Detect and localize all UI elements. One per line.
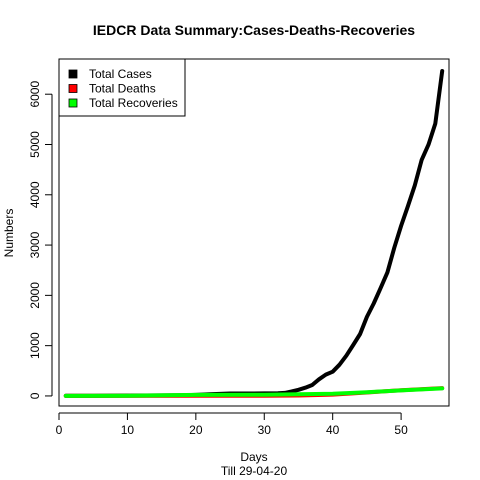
plot-frame — [58, 58, 450, 407]
x-tick-label: 20 — [189, 423, 203, 437]
x-tick-label: 30 — [258, 423, 272, 437]
x-axis-label: Days — [240, 450, 267, 464]
y-axis-label: Numbers — [2, 209, 16, 258]
legend-label: Total Cases — [89, 67, 152, 81]
y-tick-label: 2000 — [28, 282, 42, 309]
series-layer — [63, 69, 445, 398]
x-tick-label: 0 — [56, 423, 63, 437]
x-tick-label: 10 — [121, 423, 135, 437]
y-tick-label: 5000 — [28, 131, 42, 158]
legend-label: Total Recoveries — [89, 96, 178, 110]
legend-box — [58, 58, 186, 117]
x-axis-sublabel: Till 29-04-20 — [221, 464, 288, 478]
legend-label: Total Deaths — [89, 82, 156, 96]
x-axis: 0 10 20 30 40 50 — [56, 412, 408, 437]
x-tick-label: 40 — [326, 423, 340, 437]
y-tick-label: 0 — [28, 392, 42, 399]
series-line-total-recoveries — [63, 386, 445, 398]
y-axis: 0 1000 2000 3000 4000 5000 6000 — [28, 81, 53, 399]
legend-swatch — [68, 84, 78, 93]
y-tick-label: 6000 — [28, 81, 42, 108]
series-line-total-cases — [63, 69, 445, 398]
y-tick-label: 4000 — [28, 181, 42, 208]
chart-title: IEDCR Data Summary:Cases-Deaths-Recoveri… — [93, 22, 415, 38]
y-tick-label: 3000 — [28, 231, 42, 258]
legend-swatch — [68, 69, 78, 79]
x-tick-label: 50 — [394, 423, 408, 437]
y-tick-label: 1000 — [28, 332, 42, 359]
legend-swatch — [68, 98, 78, 108]
